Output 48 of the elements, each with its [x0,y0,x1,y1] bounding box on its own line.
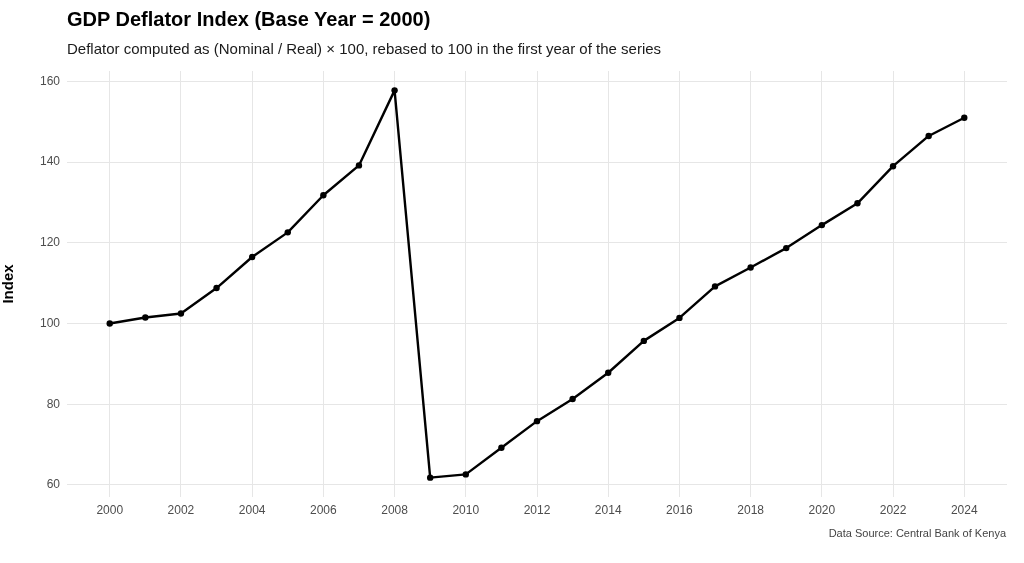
x-tick-label: 2000 [96,502,124,517]
chart-subtitle: Deflator computed as (Nominal / Real) × 100, rebased to 100 in the first year of the series [67,40,662,57]
point [818,221,826,229]
x-tick-label: 2016 [666,502,694,517]
point [391,87,398,94]
x-tick-label: 2018 [737,502,765,517]
y-tick-label: 160 [39,73,61,88]
point [355,162,363,169]
x-tick-label: 2010 [452,502,480,517]
point [498,444,505,451]
point [533,417,541,425]
x-tick-label: 2020 [808,502,836,517]
point [889,163,897,170]
y-tick-label: 140 [39,154,61,169]
point [426,474,434,481]
point [569,395,576,403]
point [711,283,719,290]
point [925,132,932,140]
point [284,229,291,236]
y-tick-label: 80 [46,396,61,411]
x-tick-label: 2008 [381,502,409,517]
point [462,471,469,478]
chart-title: GDP Deflator Index (Base Year = 2000) [67,8,431,31]
point [142,314,149,321]
x-tick-label: 2012 [523,502,551,517]
y-tick-label: 60 [46,477,61,492]
source-note: Data Source: Central Bank of Kenya [828,527,1006,539]
point [320,192,327,199]
point [961,114,968,121]
y-axis-title: Index [0,263,17,304]
x-tick-label: 2024 [950,502,978,517]
y-tick-label: 100 [39,315,61,330]
x-tick-label: 2022 [879,502,907,517]
y-tick-label: 120 [39,235,61,250]
point [854,200,861,207]
point [783,244,790,252]
x-tick-label: 2002 [167,502,195,517]
point [676,314,683,322]
point [747,264,754,271]
point [248,253,256,261]
point [213,284,220,292]
x-tick-label: 2014 [594,502,622,517]
point [640,337,648,345]
point [177,310,185,317]
point [605,369,612,376]
x-tick-label: 2006 [310,502,338,517]
x-tick-label: 2004 [238,502,266,517]
point [106,320,113,327]
